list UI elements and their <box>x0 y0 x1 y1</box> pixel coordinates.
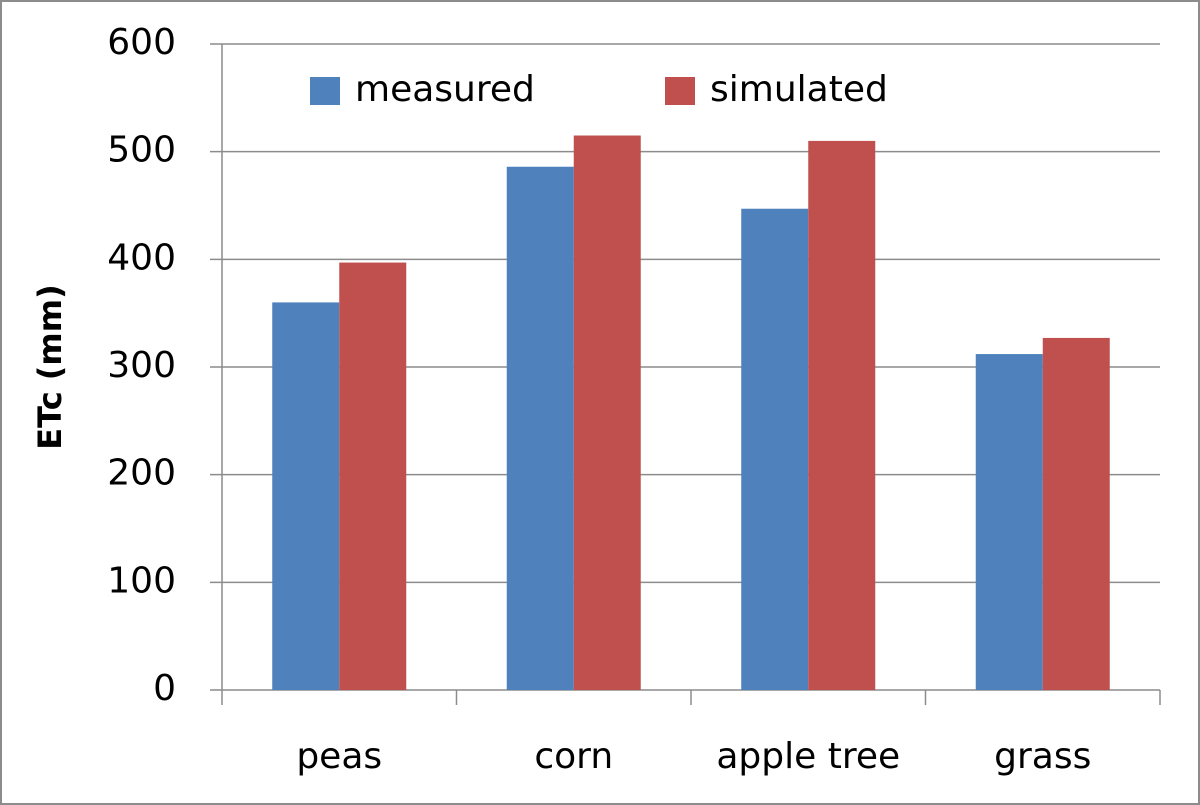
bar <box>1042 337 1110 690</box>
bar <box>741 208 809 691</box>
bar <box>506 166 574 691</box>
legend-label: measured <box>355 69 535 110</box>
y-tick-label: 300 <box>107 345 176 386</box>
y-axis-label: ETc (mm) <box>31 284 69 449</box>
x-tick-label: corn <box>534 736 613 777</box>
bar <box>808 140 876 690</box>
y-tick-label: 200 <box>107 453 176 494</box>
bar <box>573 135 641 690</box>
legend-label: simulated <box>710 69 888 110</box>
y-tick-label: 600 <box>107 22 176 63</box>
y-tick-label: 500 <box>107 130 176 171</box>
bar <box>339 262 407 690</box>
bar <box>975 354 1043 690</box>
legend-swatch <box>310 77 340 105</box>
x-tick-label: apple tree <box>716 736 900 777</box>
y-tick-label: 100 <box>107 560 176 601</box>
x-tick-label: grass <box>994 736 1091 777</box>
y-tick-label: 400 <box>107 237 176 278</box>
y-tick-label: 0 <box>153 668 176 709</box>
bar <box>272 302 340 690</box>
x-tick-label: peas <box>296 736 382 777</box>
legend-swatch <box>665 77 695 105</box>
